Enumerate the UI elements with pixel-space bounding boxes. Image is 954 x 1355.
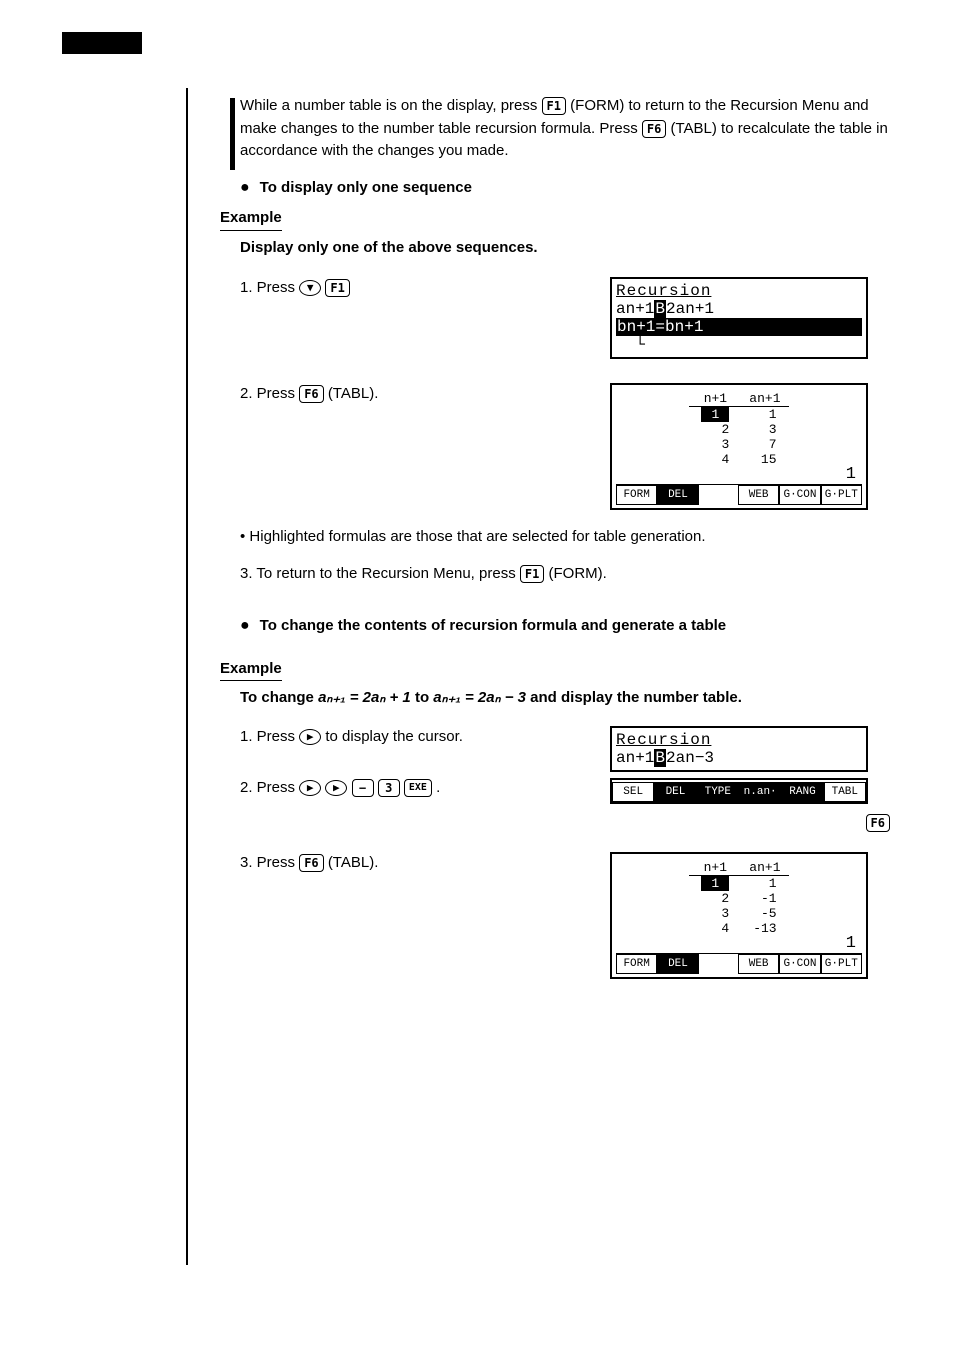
bullet-icon: ●	[240, 177, 250, 200]
table-row: 415	[689, 452, 788, 467]
f1-key-icon: F1	[325, 279, 349, 297]
section-2-title: To change the contents of recursion form…	[260, 615, 726, 638]
exe-key-icon: EXE	[404, 779, 432, 797]
table-row: 3-5	[689, 906, 788, 921]
table-row: 11	[689, 876, 788, 892]
margin-rule	[186, 88, 188, 1265]
f6-hint: F6	[610, 812, 890, 835]
intro-paragraph: While a number table is on the display, …	[240, 95, 890, 163]
page-content: While a number table is on the display, …	[240, 95, 890, 991]
sec2-step1: 1. Press ▶ to display the cursor.	[240, 726, 580, 749]
f1-key-icon: F1	[520, 565, 544, 583]
cursor-right-icon: ▶	[299, 729, 321, 745]
minus-key-icon: −	[352, 779, 374, 797]
f1-key-icon: F1	[542, 97, 566, 115]
table-corner-value: 1	[622, 467, 856, 482]
sec1-step2: 2. Press F6 (TABL).	[240, 383, 580, 406]
table-row: 23	[689, 422, 788, 437]
side-caption-bar	[230, 98, 235, 170]
calc-screen-1: Recursion an+1B2an+1 bn+1=bn+1 └	[610, 277, 868, 359]
sec2-step2: 2. Press ▶ ▶ − 3 EXE .	[240, 777, 580, 800]
three-key-icon: 3	[378, 779, 400, 797]
section-1-title: To display only one sequence	[260, 177, 472, 200]
f6-key-icon: F6	[299, 385, 323, 403]
bullet-icon: ●	[240, 615, 250, 638]
table-row: 2-1	[689, 891, 788, 906]
sec1-step3: 3. To return to the Recursion Menu, pres…	[240, 563, 890, 586]
softkey-bar-1: FORM DEL WEB G·CON G·PLT	[616, 484, 862, 505]
example-1-label: Example	[220, 207, 282, 231]
sec1-step1: 1. Press ▼ F1	[240, 277, 580, 300]
calc-screen-2: Recursion an+1B2an−3	[610, 726, 868, 772]
table-row: 11	[689, 407, 788, 423]
header-bar	[62, 32, 142, 54]
calc-table-2: n+1an+1 11 2-1 3-5 4-13 1 FORM DEL WEB G…	[610, 852, 868, 979]
example-1-text: Display only one of the above sequences.	[240, 237, 890, 260]
example-2-label: Example	[220, 658, 282, 682]
f6-key-icon: F6	[299, 854, 323, 872]
softkey-bar-3: FORM DEL WEB G·CON G·PLT	[616, 953, 862, 974]
f6-key-icon: F6	[642, 120, 666, 138]
section-2-heading: ● To change the contents of recursion fo…	[240, 615, 890, 638]
example-2-text: To change aₙ₊₁ = 2aₙ + 1 to aₙ₊₁ = 2aₙ −…	[240, 687, 890, 710]
section-1-heading: ● To display only one sequence	[240, 177, 890, 200]
calc-table-1: n+1an+1 11 23 37 415 1 FORM DEL WEB G·CO…	[610, 383, 868, 510]
table-row: 37	[689, 437, 788, 452]
table-corner-value: 1	[622, 936, 856, 951]
softkey-bar-2-frame: SEL DEL TYPE n.an· RANG TABL	[610, 778, 868, 804]
sec2-step3: 3. Press F6 (TABL).	[240, 852, 580, 875]
cursor-right-icon: ▶	[299, 780, 321, 796]
table-row: 4-13	[689, 921, 788, 936]
cursor-down-icon: ▼	[299, 280, 321, 296]
sec1-note1: • Highlighted formulas are those that ar…	[240, 526, 890, 549]
cursor-right-icon: ▶	[325, 780, 347, 796]
